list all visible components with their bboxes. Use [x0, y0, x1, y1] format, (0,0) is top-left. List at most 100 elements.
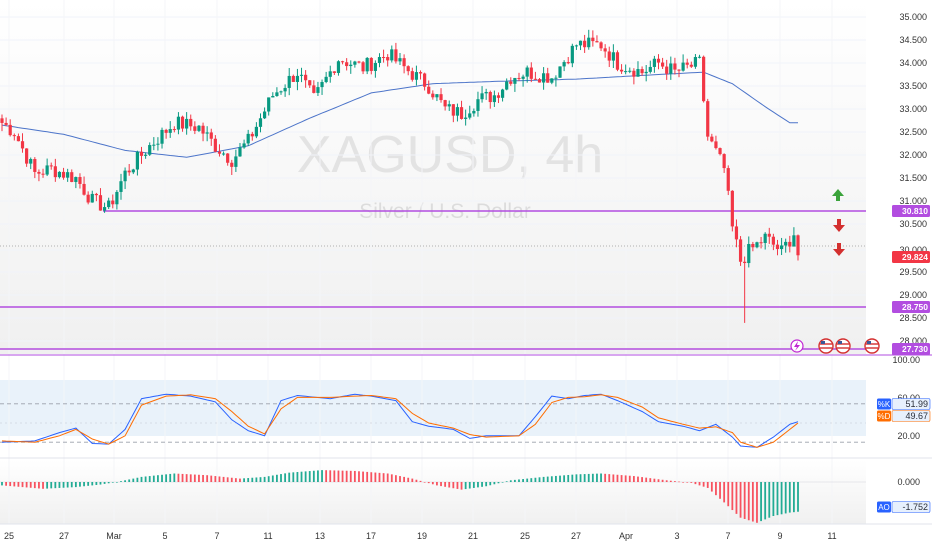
- ao-bar[interactable]: [415, 479, 418, 482]
- ao-bar[interactable]: [702, 482, 705, 487]
- candle[interactable]: [751, 243, 755, 248]
- ao-bar[interactable]: [189, 474, 192, 482]
- ao-bar[interactable]: [17, 482, 20, 487]
- ao-bar[interactable]: [288, 472, 291, 482]
- ao-bar[interactable]: [312, 470, 315, 482]
- ao-bar[interactable]: [341, 470, 344, 482]
- ao-bar[interactable]: [193, 474, 196, 482]
- ao-bar[interactable]: [444, 482, 447, 487]
- ao-bar[interactable]: [206, 475, 209, 482]
- arrow-up-icon[interactable]: [832, 189, 844, 201]
- candle[interactable]: [603, 48, 607, 52]
- ao-bar[interactable]: [382, 473, 385, 482]
- candle[interactable]: [90, 193, 94, 203]
- candle[interactable]: [16, 136, 21, 142]
- ao-bar[interactable]: [374, 472, 377, 482]
- candle[interactable]: [767, 233, 771, 237]
- candle[interactable]: [61, 171, 66, 178]
- ao-bar[interactable]: [472, 482, 475, 488]
- candle[interactable]: [738, 239, 743, 262]
- candle[interactable]: [332, 71, 336, 73]
- candle[interactable]: [554, 77, 558, 79]
- candle[interactable]: [156, 143, 160, 145]
- candle[interactable]: [472, 110, 476, 114]
- candle[interactable]: [308, 80, 312, 86]
- candle[interactable]: [788, 241, 792, 247]
- ao-bar[interactable]: [239, 478, 241, 482]
- ao-bar[interactable]: [136, 477, 139, 482]
- candle[interactable]: [230, 162, 234, 167]
- ao-bar[interactable]: [513, 479, 516, 482]
- ao-bar[interactable]: [481, 482, 483, 487]
- candle[interactable]: [29, 159, 33, 164]
- ao-bar[interactable]: [62, 482, 65, 488]
- candle[interactable]: [49, 165, 53, 167]
- candle[interactable]: [418, 72, 423, 74]
- candle[interactable]: [558, 66, 562, 78]
- candle[interactable]: [381, 57, 386, 59]
- candle[interactable]: [258, 118, 263, 127]
- candle[interactable]: [726, 168, 730, 191]
- ao-bar[interactable]: [526, 478, 529, 482]
- candle[interactable]: [205, 132, 209, 134]
- candle[interactable]: [697, 56, 702, 58]
- ao-bar[interactable]: [386, 473, 389, 483]
- ao-bar[interactable]: [772, 482, 775, 516]
- candle[interactable]: [373, 62, 377, 71]
- stoch-line[interactable]: [1, 393, 799, 448]
- ao-bar[interactable]: [255, 477, 258, 482]
- ao-bar[interactable]: [161, 474, 163, 482]
- ao-bar[interactable]: [173, 473, 176, 483]
- candle[interactable]: [792, 235, 796, 247]
- ao-bar[interactable]: [797, 482, 799, 512]
- candle[interactable]: [632, 70, 636, 77]
- ao-bar[interactable]: [575, 474, 578, 482]
- candle[interactable]: [279, 91, 283, 93]
- ao-bar[interactable]: [423, 482, 426, 483]
- ao-bar[interactable]: [534, 477, 537, 482]
- ao-bar[interactable]: [686, 482, 689, 483]
- candle[interactable]: [427, 86, 431, 94]
- ao-bar[interactable]: [719, 482, 721, 499]
- ao-bar[interactable]: [760, 482, 762, 522]
- candle[interactable]: [94, 193, 98, 196]
- candle[interactable]: [410, 71, 414, 80]
- ao-bar[interactable]: [99, 482, 102, 485]
- ao-bar[interactable]: [169, 473, 172, 482]
- ao-bar[interactable]: [210, 475, 213, 482]
- ao-bar[interactable]: [33, 482, 36, 489]
- ao-bar[interactable]: [124, 480, 126, 482]
- candle[interactable]: [127, 170, 131, 173]
- candle[interactable]: [185, 118, 189, 129]
- candle[interactable]: [648, 66, 652, 72]
- ao-bar[interactable]: [583, 474, 586, 482]
- ao-bar[interactable]: [567, 474, 570, 482]
- ao-bar[interactable]: [218, 476, 221, 482]
- ao-bar[interactable]: [661, 479, 664, 482]
- ao-bar[interactable]: [448, 482, 451, 488]
- ao-bar[interactable]: [780, 482, 783, 515]
- ao-bar[interactable]: [95, 482, 98, 485]
- ao-bar[interactable]: [74, 482, 77, 488]
- ao-bar[interactable]: [46, 482, 49, 489]
- candle[interactable]: [476, 99, 480, 111]
- ao-bar[interactable]: [132, 478, 135, 482]
- candle[interactable]: [299, 74, 304, 76]
- ao-bar[interactable]: [530, 478, 533, 482]
- candle[interactable]: [37, 171, 41, 174]
- ao-bar[interactable]: [542, 476, 545, 482]
- candle[interactable]: [656, 58, 661, 63]
- ao-bar[interactable]: [727, 482, 730, 507]
- ao-bar[interactable]: [29, 482, 32, 488]
- candle[interactable]: [390, 49, 394, 61]
- candle[interactable]: [414, 72, 419, 80]
- ao-bar[interactable]: [271, 475, 274, 482]
- candle[interactable]: [771, 236, 775, 245]
- ao-bar[interactable]: [5, 482, 8, 486]
- ao-bar[interactable]: [185, 474, 188, 482]
- ao-bar[interactable]: [792, 482, 795, 513]
- ao-bar[interactable]: [177, 473, 180, 482]
- candle[interactable]: [41, 173, 45, 175]
